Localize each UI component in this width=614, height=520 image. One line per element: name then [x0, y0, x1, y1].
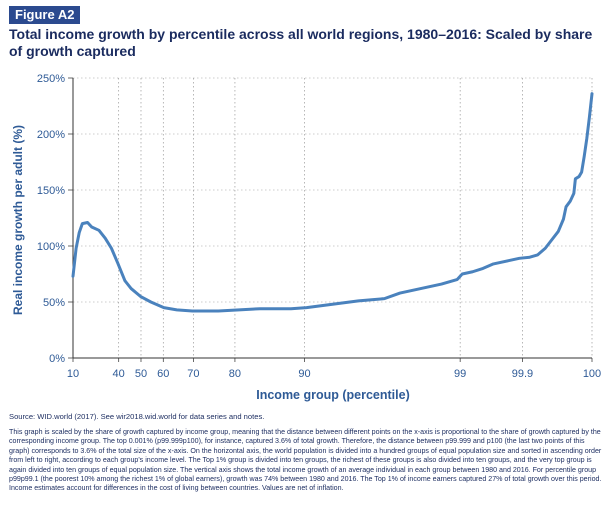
x-tick-label: 40 [113, 368, 125, 380]
y-tick-label: 200% [37, 129, 65, 141]
line-chart: 0% 50% 100% 150% 200% 250% 10 40 50 60 70 80 90 99 99.… [37, 73, 601, 380]
y-tick-label: 150% [37, 185, 65, 197]
growth-series-line [71, 92, 594, 313]
x-tick-label: 10 [67, 368, 79, 380]
y-tick-label: 100% [37, 241, 65, 253]
x-axis-title: Income group (percentile) [256, 388, 410, 402]
x-tick-label: 50 [135, 368, 147, 380]
x-tick-label: 80 [229, 368, 241, 380]
y-tick-label: 250% [37, 73, 65, 85]
y-tick-label: 0% [49, 353, 65, 365]
x-tick-label: 90 [298, 368, 310, 380]
methodology-notes: This graph is scaled by the share of gro… [9, 428, 602, 493]
figure-label: Figure A2 [9, 6, 81, 24]
source-note: Source: WID.world (2017). See wir2018.wi… [9, 412, 265, 421]
axis-layer [68, 77, 593, 362]
y-tick-label: 50% [43, 297, 65, 309]
x-tick-label: 99.9 [512, 368, 533, 380]
chart-title: Total income growth by percentile across… [9, 26, 593, 59]
x-tick-label: 60 [157, 368, 169, 380]
grid-layer [72, 77, 593, 358]
x-tick-label: 70 [187, 368, 199, 380]
x-tick-label: 100 [583, 368, 601, 380]
x-tick-label: 99 [454, 368, 466, 380]
tick-label-layer: 0% 50% 100% 150% 200% 250% 10 40 50 60 70 80 90 99 99.… [37, 73, 601, 380]
series-layer [71, 92, 594, 313]
